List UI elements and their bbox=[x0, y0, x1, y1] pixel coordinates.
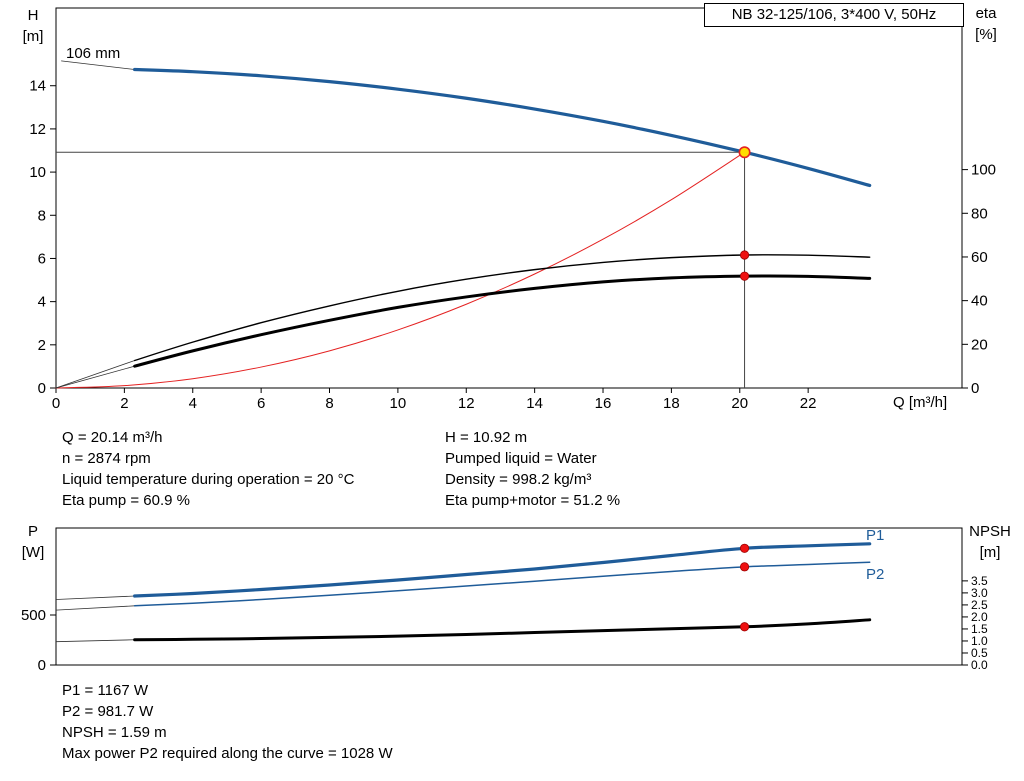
operating-point-marker[interactable] bbox=[738, 146, 751, 159]
power-axis-unit: [W] bbox=[21, 544, 45, 561]
y-left-tick-label: 0 bbox=[38, 380, 46, 397]
y-right-tick-label: 100 bbox=[971, 162, 996, 179]
y-right-tick-label: 1.5 bbox=[971, 622, 988, 636]
head-axis-title: H [m] bbox=[12, 5, 54, 47]
p1-curve-label: P1 bbox=[866, 527, 885, 544]
eta-axis-title: eta [%] bbox=[964, 3, 1008, 45]
y-left-tick-label: 12 bbox=[29, 121, 46, 138]
head-curve bbox=[133, 67, 872, 188]
head-eta-chart-frame bbox=[55, 7, 963, 389]
head-eta-chart: 0 2 4 6 8 10 12 14 16 18 20 22 0 2 4 6 8 10 12 14 0 20 40 60 80 1… bbox=[29, 7, 996, 412]
npsh-axis-title: NPSH [m] bbox=[962, 521, 1018, 563]
flow-axis-title: Q [m³/h] bbox=[893, 394, 948, 411]
power-npsh-chart: 0 500 0.00.51.01.52.02.53.03.5 bbox=[21, 527, 988, 674]
x-tick-label: 14 bbox=[526, 395, 543, 412]
footer-p2: P2 = 981.7 W bbox=[62, 703, 154, 720]
footer-max-power: Max power P2 required along the curve = … bbox=[62, 745, 393, 762]
x-tick-label: 8 bbox=[325, 395, 333, 412]
head-axis-unit: [m] bbox=[22, 28, 44, 45]
impeller-diameter-label: 106 mm bbox=[66, 45, 121, 62]
detail-eta-pump: Eta pump = 60.9 % bbox=[62, 492, 190, 509]
y-right-tick-label: 0 bbox=[971, 380, 979, 397]
y-left-tick-label: 14 bbox=[29, 78, 46, 95]
detail-flow: Q = 20.14 m³/h bbox=[62, 429, 163, 446]
detail-liquid-temperature: Liquid temperature during operation = 20… bbox=[62, 471, 355, 488]
duty-value-marker bbox=[739, 271, 750, 281]
y-right-tick-label: 80 bbox=[971, 205, 988, 222]
y-left-tick-label: 2 bbox=[38, 337, 46, 354]
npsh-curve bbox=[133, 618, 872, 642]
detail-speed: n = 2874 rpm bbox=[62, 450, 151, 467]
detail-pumped-liquid: Pumped liquid = Water bbox=[445, 450, 597, 467]
head-axis-symbol: H bbox=[27, 7, 39, 24]
y-right-tick-label: 0.5 bbox=[971, 646, 988, 660]
pump-title-box: NB 32-125/106, 3*400 V, 50Hz bbox=[704, 3, 964, 27]
detail-eta-pump-motor: Eta pump+motor = 51.2 % bbox=[445, 492, 621, 509]
eta-pump-motor-curve bbox=[133, 274, 872, 368]
x-tick-label: 20 bbox=[731, 395, 748, 412]
eta-pump-curve bbox=[133, 254, 871, 362]
x-tick-label: 16 bbox=[595, 395, 612, 412]
x-tick-label: 4 bbox=[189, 395, 197, 412]
detail-density: Density = 998.2 kg/m³ bbox=[445, 471, 592, 488]
power-axis-title: P [W] bbox=[12, 521, 54, 563]
x-tick-label: 0 bbox=[52, 395, 60, 412]
y-right-tick-label: 40 bbox=[971, 293, 988, 310]
y-right-tick-label: 20 bbox=[971, 336, 988, 353]
y-left-tick-label: 10 bbox=[29, 164, 46, 181]
y-right-tick-label: 2.5 bbox=[971, 598, 988, 612]
x-tick-label: 10 bbox=[390, 395, 407, 412]
p2-curve-lead-line bbox=[55, 605, 135, 611]
y-left-tick-label: 4 bbox=[38, 294, 46, 311]
duty-value-marker bbox=[739, 562, 750, 572]
x-tick-label: 6 bbox=[257, 395, 265, 412]
p1-curve bbox=[133, 542, 872, 598]
y-left-tick-label: 0 bbox=[38, 657, 46, 674]
eta-pump-curve-lead-line bbox=[55, 360, 135, 389]
x-tick-label: 18 bbox=[663, 395, 680, 412]
y-right-tick-label: 3.5 bbox=[971, 574, 988, 588]
npsh-axis-unit: [m] bbox=[979, 544, 1001, 561]
x-tick-label: 12 bbox=[458, 395, 475, 412]
y-left-tick-label: 500 bbox=[21, 607, 46, 624]
duty-value-marker bbox=[739, 543, 750, 553]
y-left-tick-label: 6 bbox=[38, 250, 46, 267]
eta-pump-motor-curve-lead-line bbox=[55, 365, 135, 389]
p1-curve-lead-line bbox=[55, 595, 135, 600]
y-right-tick-label: 2.0 bbox=[971, 610, 988, 624]
eta-axis-unit: [%] bbox=[975, 26, 997, 43]
eta-axis-symbol: eta bbox=[975, 5, 997, 22]
y-right-tick-label: 60 bbox=[971, 249, 988, 266]
y-right-tick-label: 1.0 bbox=[971, 634, 988, 648]
head-curve-lead-line bbox=[61, 60, 135, 70]
y-left-tick-label: 8 bbox=[38, 207, 46, 224]
p2-curve bbox=[133, 561, 871, 607]
x-tick-label: 22 bbox=[800, 395, 817, 412]
x-tick-label: 2 bbox=[120, 395, 128, 412]
power-axis-symbol: P bbox=[27, 523, 38, 540]
y-right-tick-label: 0.0 bbox=[971, 658, 988, 672]
duty-value-marker bbox=[739, 250, 750, 260]
npsh-curve-lead-line bbox=[55, 639, 135, 643]
npsh-axis-symbol: NPSH bbox=[969, 523, 1011, 540]
footer-npsh: NPSH = 1.59 m bbox=[62, 724, 167, 741]
detail-head: H = 10.92 m bbox=[445, 429, 528, 446]
p2-curve-label: P2 bbox=[866, 566, 885, 583]
power-npsh-chart-frame bbox=[55, 527, 963, 666]
duty-value-marker bbox=[739, 622, 750, 632]
system-curve bbox=[55, 151, 746, 389]
footer-p1: P1 = 1167 W bbox=[62, 682, 149, 699]
y-right-tick-label: 3.0 bbox=[971, 586, 988, 600]
